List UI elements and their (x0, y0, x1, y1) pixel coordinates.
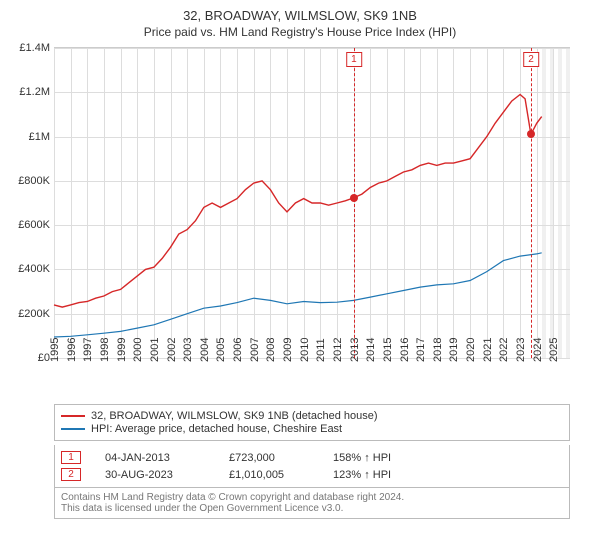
x-tick-label: 2004 (199, 338, 211, 362)
legend-item: 32, BROADWAY, WILMSLOW, SK9 1NB (detache… (61, 410, 563, 422)
footer-line: Contains HM Land Registry data © Crown c… (61, 492, 563, 503)
sale-callout: 2 (523, 52, 539, 67)
x-tick-label: 2022 (498, 338, 510, 362)
footer-attribution: Contains HM Land Registry data © Crown c… (54, 488, 570, 519)
sale-callout: 1 (346, 52, 362, 67)
x-tick-label: 2014 (365, 338, 377, 362)
x-tick-label: 2012 (332, 338, 344, 362)
y-tick-label: £1.4M (19, 42, 54, 54)
sale-row: 1 04-JAN-2013 £723,000 158% ↑ HPI (61, 449, 563, 466)
y-tick-label: £800K (18, 175, 54, 187)
sale-row: 2 30-AUG-2023 £1,010,005 123% ↑ HPI (61, 466, 563, 483)
legend-item: HPI: Average price, detached house, Ches… (61, 423, 563, 435)
y-tick-label: £600K (18, 219, 54, 231)
series-line (54, 95, 542, 308)
plot-area: £0£200K£400K£600K£800K£1M£1.2M£1.4M12 (54, 47, 570, 358)
chart-title: 32, BROADWAY, WILMSLOW, SK9 1NB (12, 8, 588, 23)
sale-badge: 1 (61, 451, 81, 464)
sale-badge: 2 (61, 468, 81, 481)
sale-marker (527, 130, 535, 138)
sale-price: £723,000 (229, 452, 309, 464)
sale-table: 1 04-JAN-2013 £723,000 158% ↑ HPI 2 30-AUG-20… (54, 445, 570, 488)
y-tick-label: £1.2M (19, 86, 54, 98)
x-tick-label: 2021 (482, 338, 494, 362)
x-tick-label: 2015 (382, 338, 394, 362)
x-tick-label: 2013 (349, 338, 361, 362)
legend-label: HPI: Average price, detached house, Ches… (91, 423, 342, 435)
x-tick-label: 2016 (399, 338, 411, 362)
x-tick-label: 2025 (548, 338, 560, 362)
x-tick-label: 2017 (415, 338, 427, 362)
chart-subtitle: Price paid vs. HM Land Registry's House … (12, 25, 588, 39)
footer-line: This data is licensed under the Open Gov… (61, 503, 563, 514)
x-tick-label: 2007 (249, 338, 261, 362)
x-tick-label: 2018 (432, 338, 444, 362)
x-tick-label: 2010 (299, 338, 311, 362)
sale-price: £1,010,005 (229, 469, 309, 481)
x-tick-label: 2008 (265, 338, 277, 362)
legend-label: 32, BROADWAY, WILMSLOW, SK9 1NB (detache… (91, 410, 378, 422)
x-tick-label: 2024 (532, 338, 544, 362)
sale-pct: 158% ↑ HPI (333, 452, 423, 464)
x-tick-label: 1998 (99, 338, 111, 362)
legend: 32, BROADWAY, WILMSLOW, SK9 1NB (detache… (54, 404, 570, 441)
x-tick-label: 2000 (132, 338, 144, 362)
x-tick-label: 2001 (149, 338, 161, 362)
x-tick-label: 2002 (166, 338, 178, 362)
sale-marker (350, 194, 358, 202)
x-tick-label: 1997 (82, 338, 94, 362)
x-tick-label: 1999 (116, 338, 128, 362)
chart-container: 32, BROADWAY, WILMSLOW, SK9 1NB Price pa… (0, 0, 600, 523)
sale-date: 30-AUG-2023 (105, 469, 205, 481)
legend-swatch (61, 415, 85, 417)
x-tick-label: 1995 (49, 338, 61, 362)
x-tick-label: 2003 (182, 338, 194, 362)
x-tick-label: 2020 (465, 338, 477, 362)
y-tick-label: £400K (18, 263, 54, 275)
series-line (54, 253, 542, 337)
sale-pct: 123% ↑ HPI (333, 469, 423, 481)
y-tick-label: £200K (18, 308, 54, 320)
x-tick-label: 2019 (448, 338, 460, 362)
sale-date: 04-JAN-2013 (105, 452, 205, 464)
x-tick-label: 2023 (515, 338, 527, 362)
x-tick-label: 2011 (315, 338, 327, 362)
x-tick-label: 2005 (215, 338, 227, 362)
x-tick-label: 2009 (282, 338, 294, 362)
x-tick-label: 2006 (232, 338, 244, 362)
x-axis: 1995199619971998199920002001200220032004… (54, 358, 570, 398)
y-tick-label: £1M (29, 131, 54, 143)
legend-swatch (61, 428, 85, 430)
x-tick-label: 1996 (66, 338, 78, 362)
